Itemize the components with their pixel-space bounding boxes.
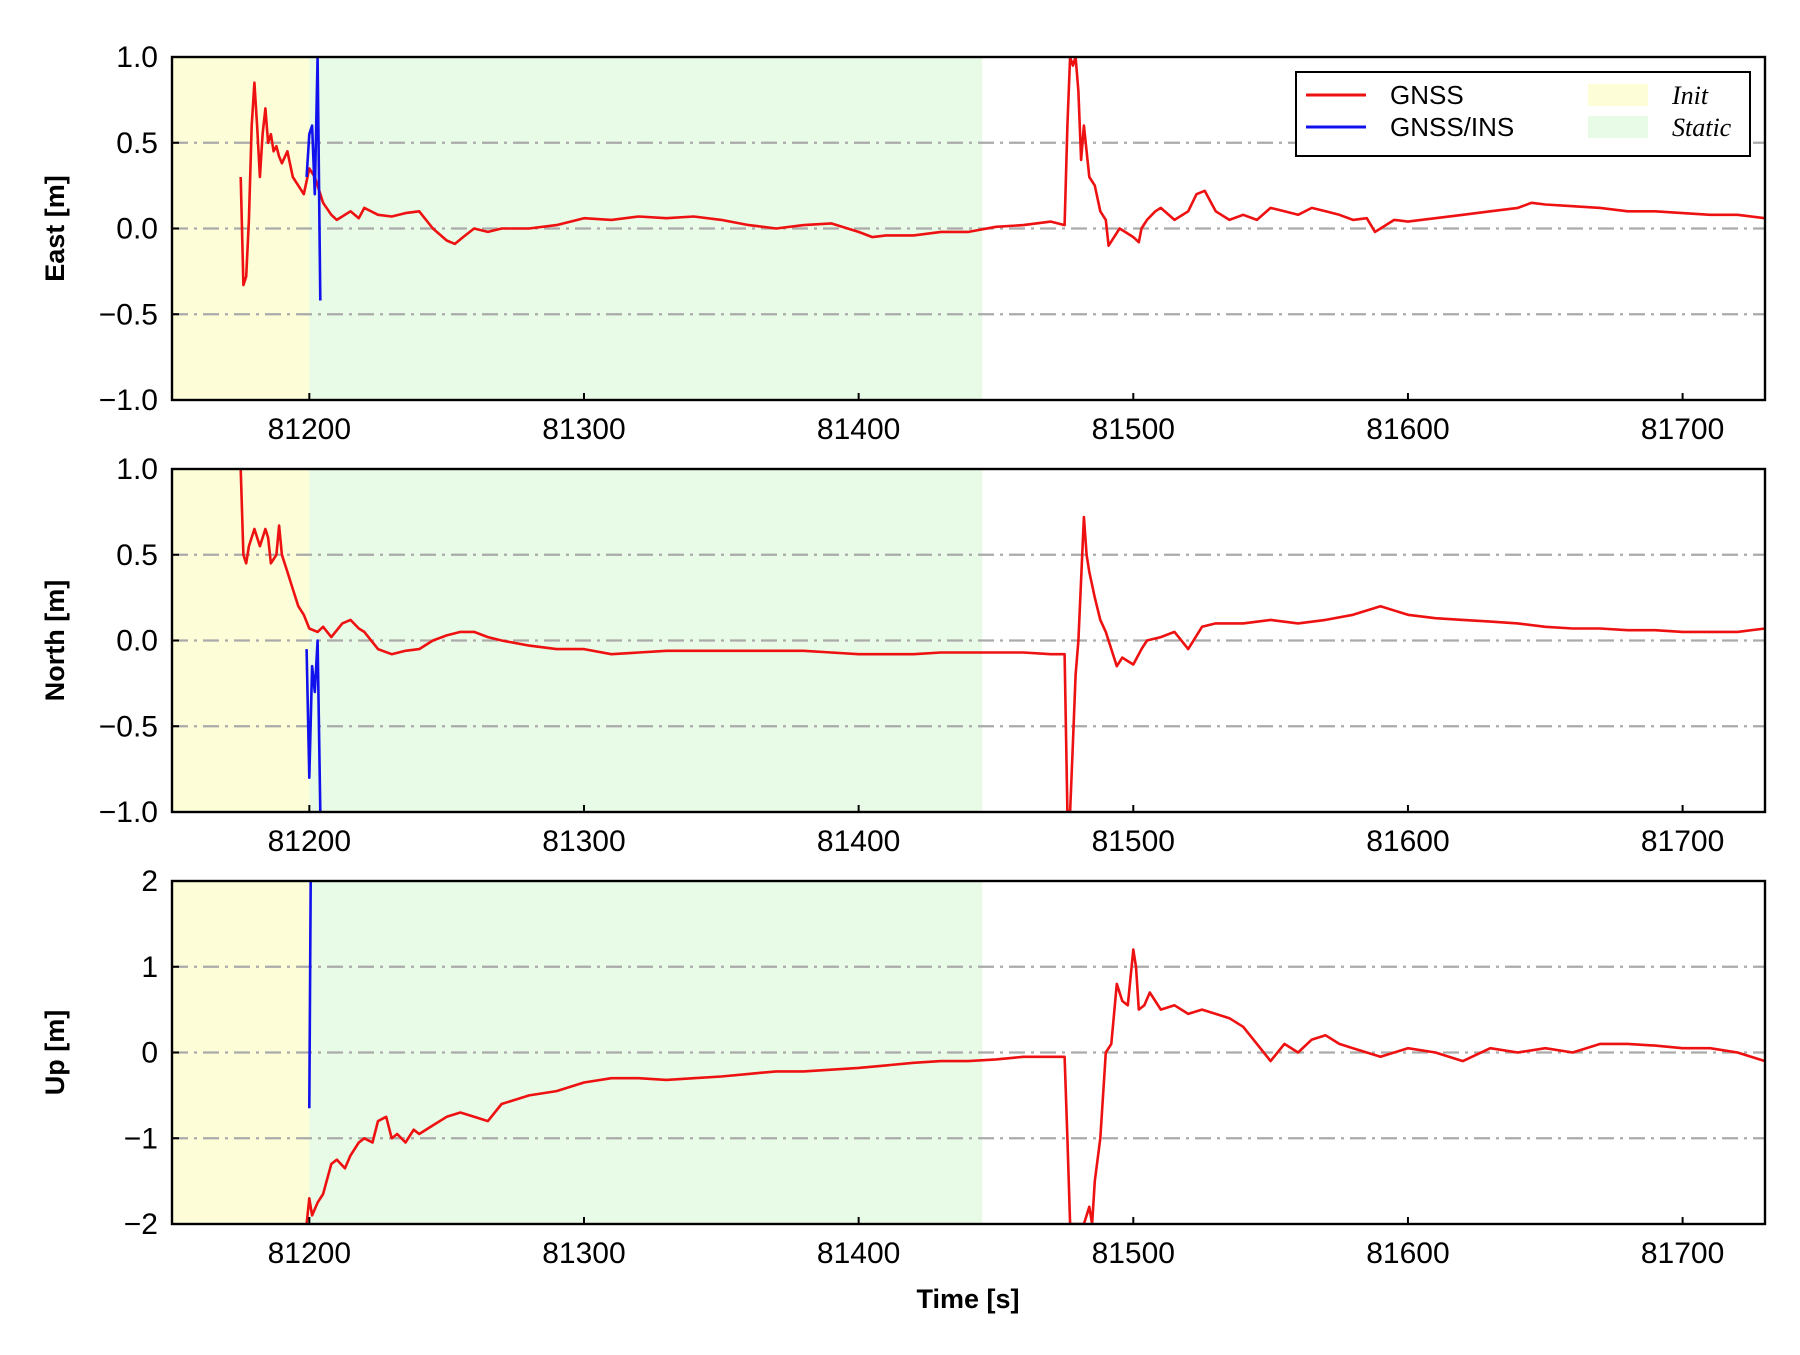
legend-swatch-static bbox=[1588, 116, 1648, 138]
x-tick-label: 81200 bbox=[268, 1237, 351, 1270]
legend-box bbox=[1295, 71, 1751, 157]
series-line-gnss-ins bbox=[305, 57, 322, 301]
x-tick-label: 81300 bbox=[542, 825, 625, 858]
x-tick-label: 81300 bbox=[542, 413, 625, 446]
x-tick-label: 81700 bbox=[1641, 413, 1724, 446]
series-line-gnss bbox=[305, 948, 1765, 1224]
y-tick-label: 1 bbox=[141, 951, 158, 984]
x-tick-label: 81700 bbox=[1641, 1237, 1724, 1270]
x-tick-label: 81400 bbox=[817, 1237, 900, 1270]
y-axis-label: East [m] bbox=[40, 175, 70, 282]
panel-north: −1.0 −0.5 0.0 0.5 1.0 81200 81300 81400 81500 816… bbox=[40, 453, 1767, 858]
series-line-gnss-ins bbox=[308, 881, 312, 1109]
y-axis-label: Up [m] bbox=[40, 1010, 70, 1095]
y-tick-label: −0.5 bbox=[99, 298, 158, 331]
y-tick-label: 0.0 bbox=[116, 213, 158, 246]
series-line-gnss-ins bbox=[305, 639, 322, 812]
series-group bbox=[305, 881, 1765, 1224]
y-axis-label: North [m] bbox=[40, 580, 70, 701]
x-tick-label: 81600 bbox=[1366, 825, 1449, 858]
panel-up: −2 −1 0 1 2 81200 81300 81400 81500 81600 81700 Up … bbox=[40, 865, 1767, 1270]
y-tick-label: 0.5 bbox=[116, 539, 158, 572]
legend-swatch-init bbox=[1588, 84, 1648, 106]
y-tick-label: −2 bbox=[124, 1208, 158, 1241]
legend-label: Init bbox=[1671, 81, 1709, 110]
x-tick-label: 81500 bbox=[1092, 825, 1175, 858]
x-tick-label: 81500 bbox=[1092, 413, 1175, 446]
y-tick-label: −0.5 bbox=[99, 710, 158, 743]
x-tick-label: 81600 bbox=[1366, 1237, 1449, 1270]
x-tick-label: 81400 bbox=[817, 825, 900, 858]
x-tick-label: 81500 bbox=[1092, 1237, 1175, 1270]
y-tick-label: 1.0 bbox=[116, 41, 158, 74]
legend-label: GNSS bbox=[1390, 80, 1464, 110]
x-tick-label: 81700 bbox=[1641, 825, 1724, 858]
x-tick-label: 81200 bbox=[268, 413, 351, 446]
y-tick-label: −1.0 bbox=[99, 796, 158, 829]
panel-east: −1.0 −0.5 0.0 0.5 1.0 81200 81300 81400 81500 816… bbox=[40, 41, 1767, 446]
y-tick-label: 1.0 bbox=[116, 453, 158, 486]
legend-label: Static bbox=[1672, 113, 1732, 142]
y-tick-label: 0.0 bbox=[116, 625, 158, 658]
y-tick-label: −1.0 bbox=[99, 384, 158, 417]
series-group bbox=[239, 57, 1765, 301]
series-line-gnss bbox=[239, 469, 1765, 812]
legend-label: GNSS/INS bbox=[1390, 112, 1514, 142]
y-tick-label: 2 bbox=[141, 865, 158, 898]
series-group bbox=[239, 469, 1765, 812]
y-tick-label: −1 bbox=[124, 1122, 158, 1155]
x-tick-label: 81200 bbox=[268, 825, 351, 858]
x-axis-label: Time [s] bbox=[916, 1284, 1019, 1314]
x-tick-label: 81400 bbox=[817, 413, 900, 446]
series-line-gnss bbox=[239, 57, 1765, 287]
y-tick-label: 0.5 bbox=[116, 127, 158, 160]
y-tick-label: 0 bbox=[141, 1037, 158, 1070]
x-tick-label: 81600 bbox=[1366, 413, 1449, 446]
x-tick-label: 81300 bbox=[542, 1237, 625, 1270]
